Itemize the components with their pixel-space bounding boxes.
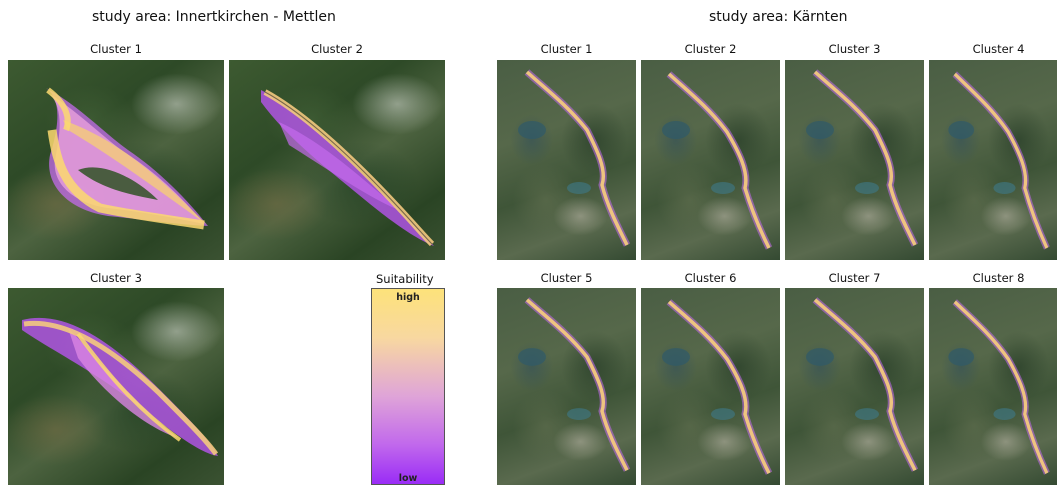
left-cluster-3-title: Cluster 3 <box>90 271 142 285</box>
left-cluster-2-map <box>229 60 445 260</box>
right-cluster-4-title: Cluster 4 <box>972 42 1025 56</box>
left-cluster-3-corridor <box>22 317 219 456</box>
right-cluster-3-map <box>785 60 924 260</box>
right-cluster-2-map <box>641 60 780 260</box>
right-cluster-7-title: Cluster 7 <box>828 271 881 285</box>
right-cluster-4-corridor <box>948 71 1050 250</box>
left-cluster-1-corridor <box>46 87 208 230</box>
right-cluster-4-map <box>929 60 1057 260</box>
left-cluster-3-map <box>8 288 224 485</box>
right-cluster-8-map <box>929 288 1057 485</box>
right-cluster-6-map <box>641 288 780 485</box>
right-cluster-3-corridor <box>806 69 919 247</box>
left-cluster-2-corridor <box>261 89 435 247</box>
left-cluster-1-map <box>8 60 224 260</box>
right-cluster-6-corridor <box>662 299 773 475</box>
right-cluster-5-map <box>497 288 636 485</box>
right-cluster-7-corridor <box>806 297 919 472</box>
suitability-colorbar: high low <box>371 288 445 485</box>
right-cluster-5-title: Cluster 5 <box>540 271 593 285</box>
legend-low-label: low <box>398 473 418 484</box>
legend-title: Suitability <box>376 272 434 286</box>
right-cluster-8-corridor <box>948 299 1050 475</box>
left-cluster-1-title: Cluster 1 <box>90 42 142 56</box>
right-cluster-5-corridor <box>518 297 631 472</box>
right-cluster-2-title: Cluster 2 <box>684 42 737 56</box>
study-area-title-kaernten: study area: Kärnten <box>709 9 848 25</box>
right-cluster-2-corridor <box>662 71 773 250</box>
right-cluster-8-title: Cluster 8 <box>972 271 1025 285</box>
right-cluster-1-map <box>497 60 636 260</box>
right-cluster-1-title: Cluster 1 <box>540 42 593 56</box>
right-cluster-1-corridor <box>518 69 631 247</box>
legend-high-label: high <box>396 292 420 303</box>
right-cluster-3-title: Cluster 3 <box>828 42 881 56</box>
study-area-title-innertkirchen: study area: Innertkirchen - Mettlen <box>92 9 336 25</box>
right-cluster-6-title: Cluster 6 <box>684 271 737 285</box>
left-cluster-2-title: Cluster 2 <box>311 42 363 56</box>
right-cluster-7-map <box>785 288 924 485</box>
